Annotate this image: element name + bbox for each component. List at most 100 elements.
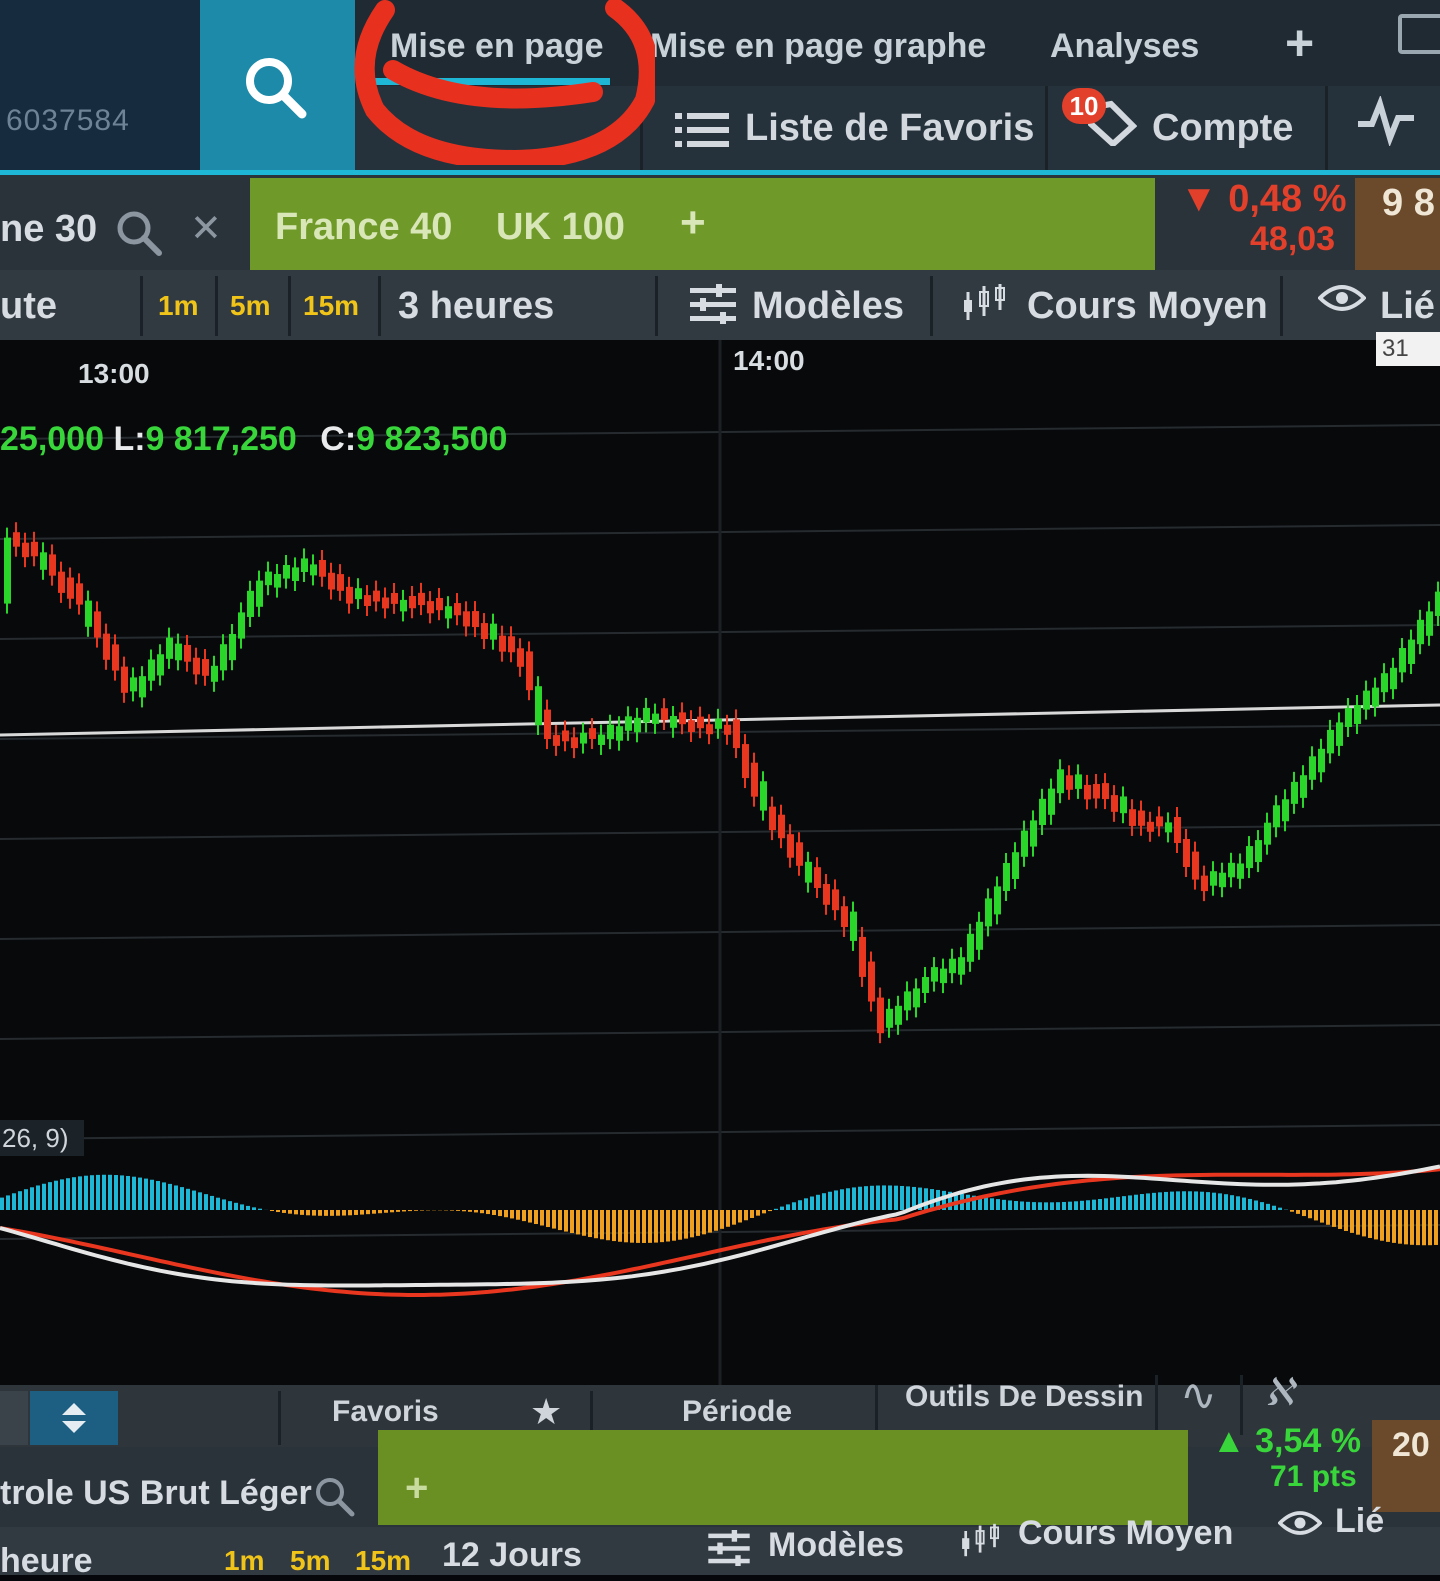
macd-histogram-bar — [1380, 1210, 1384, 1241]
average-price-button[interactable]: Cours Moyen — [1018, 1514, 1233, 1553]
swap-button[interactable] — [30, 1391, 118, 1445]
add-instrument-button[interactable]: + — [680, 198, 706, 248]
chart-type-label[interactable]: ute — [0, 276, 57, 336]
favorites-button[interactable]: Favoris — [332, 1395, 439, 1429]
indicator-icon[interactable]: ∿ — [1180, 1370, 1217, 1421]
add-instrument-button[interactable]: + — [405, 1466, 428, 1511]
models-button[interactable]: Modèles — [752, 276, 904, 336]
candle-body — [571, 737, 578, 748]
linked-button[interactable]: Lié — [1335, 1502, 1384, 1541]
price-chart[interactable] — [0, 340, 1440, 1385]
divider — [1045, 86, 1048, 170]
macd-histogram-bar — [288, 1210, 292, 1214]
macd-histogram-bar — [1134, 1195, 1138, 1210]
macd-histogram-bar — [894, 1186, 898, 1210]
chart-type-label[interactable]: heure — [0, 1542, 93, 1581]
macd-histogram-bar — [1230, 1195, 1234, 1210]
candle-body — [292, 567, 299, 581]
interval-15m[interactable]: 15m — [355, 1545, 411, 1577]
candle-body — [1147, 822, 1154, 832]
macd-histogram-bar — [156, 1181, 160, 1210]
interval-5m[interactable]: 5m — [230, 276, 270, 336]
macd-indicator-label[interactable]: 26, 9) — [0, 1120, 84, 1156]
instrument-name[interactable]: ne 30 — [0, 208, 97, 251]
macd-histogram-bar — [1164, 1192, 1168, 1210]
candle-body — [814, 867, 821, 888]
search-icon[interactable] — [312, 1474, 356, 1518]
search-button[interactable] — [200, 0, 355, 172]
interval-1m[interactable]: 1m — [158, 276, 198, 336]
macd-histogram-bar — [1008, 1200, 1012, 1210]
macd-histogram-bar — [474, 1210, 478, 1212]
macd-histogram-bar — [252, 1207, 256, 1210]
account-tab[interactable]: Compte — [1152, 86, 1293, 170]
candle-body — [985, 898, 992, 926]
close-icon[interactable]: ✕ — [190, 206, 222, 251]
macd-histogram-bar — [330, 1210, 334, 1216]
macd-histogram-bar — [336, 1210, 340, 1216]
candle-body — [40, 552, 47, 570]
screen-icon[interactable] — [1398, 14, 1440, 54]
candle-body — [139, 676, 146, 697]
period-button[interactable]: Période — [682, 1395, 792, 1429]
instrument2-name[interactable]: trole US Brut Léger — [0, 1474, 312, 1513]
models-button[interactable]: Modèles — [768, 1526, 904, 1565]
interval-15m[interactable]: 15m — [303, 276, 359, 336]
candle-body — [184, 645, 191, 662]
macd-histogram-bar — [186, 1189, 190, 1210]
search-icon[interactable] — [114, 208, 164, 258]
linked-button[interactable]: Lié — [1380, 276, 1435, 336]
add-tab-button[interactable]: + — [1285, 14, 1314, 72]
divider — [278, 1391, 281, 1445]
collapse-button[interactable] — [0, 1391, 28, 1445]
candle-body — [1282, 799, 1289, 821]
candle-body — [1183, 839, 1190, 867]
macd-histogram-bar — [1278, 1208, 1282, 1210]
macd-histogram-bar — [144, 1179, 148, 1210]
pulse-icon[interactable] — [1356, 96, 1416, 146]
interval-1m[interactable]: 1m — [224, 1545, 264, 1577]
tab-chart-layout[interactable]: Mise en page graphe — [650, 18, 986, 74]
candle-body — [679, 712, 686, 724]
macd-histogram-bar — [1302, 1210, 1306, 1216]
candle-body — [445, 606, 452, 618]
candle-body — [688, 720, 695, 732]
drawing-tools-button[interactable]: Outils De Dessin — [905, 1380, 1143, 1414]
macd-histogram-bar — [498, 1210, 502, 1216]
average-price-button[interactable]: Cours Moyen — [1027, 276, 1268, 336]
candle-body — [103, 634, 110, 660]
hide-drawings-icon[interactable]: ℵ — [1265, 1370, 1293, 1415]
macd-histogram-bar — [1218, 1193, 1222, 1210]
macd-histogram-bar — [270, 1210, 274, 1211]
instrument-tab[interactable]: France 40 — [275, 206, 452, 249]
macd-histogram-bar — [462, 1210, 466, 1211]
account-panel[interactable] — [0, 0, 200, 172]
star-icon[interactable]: ★ — [530, 1391, 562, 1433]
candle-body — [778, 815, 785, 839]
candle-body — [166, 638, 173, 659]
candle-body — [553, 735, 560, 746]
candle-body — [895, 1006, 902, 1025]
macd-histogram-bar — [1188, 1191, 1192, 1210]
candle-body — [706, 724, 713, 734]
candle-body — [940, 969, 947, 984]
notification-badge: 10 — [1062, 88, 1106, 124]
favorites-list-tab[interactable]: Liste de Favoris — [745, 86, 1034, 170]
macd-histogram-bar — [570, 1210, 574, 1233]
candlestick-chart[interactable] — [0, 340, 1440, 1385]
tab-analyses[interactable]: Analyses — [1050, 18, 1199, 74]
candle-body — [805, 862, 812, 883]
candle-body — [49, 554, 56, 575]
candle-body — [643, 708, 650, 723]
macd-histogram-bar — [678, 1210, 682, 1240]
candle-body — [1435, 592, 1440, 616]
macd-histogram-bar — [54, 1181, 58, 1210]
range-selector[interactable]: 12 Jours — [442, 1536, 582, 1575]
macd-histogram-bar — [1128, 1195, 1132, 1210]
interval-5m[interactable]: 5m — [290, 1545, 330, 1577]
instrument-tab[interactable]: UK 100 — [496, 206, 625, 249]
macd-histogram-bar — [606, 1210, 610, 1240]
range-selector[interactable]: 3 heures — [398, 276, 554, 336]
macd-histogram-bar — [492, 1210, 496, 1215]
candle-body — [1390, 668, 1397, 689]
